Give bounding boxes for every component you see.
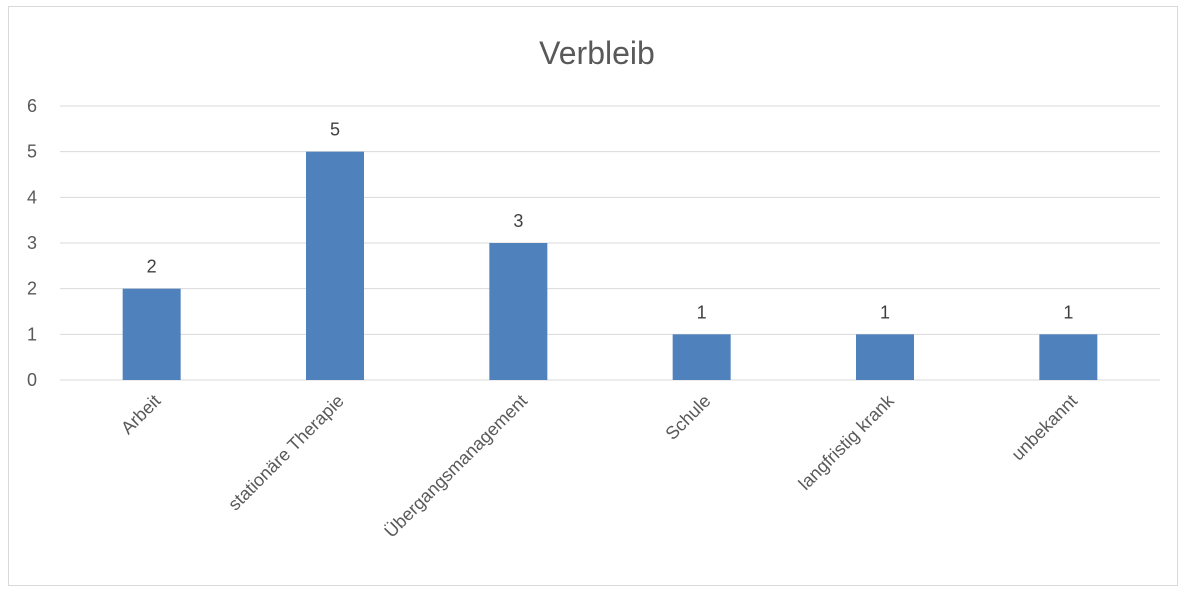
data-label: 5 — [330, 120, 340, 140]
y-tick-label: 1 — [27, 324, 37, 344]
data-label: 1 — [1063, 302, 1073, 322]
data-label: 1 — [880, 302, 890, 322]
category-label: stationäre Therapie — [224, 391, 348, 515]
chart-frame — [8, 6, 1178, 586]
data-label: 2 — [147, 257, 157, 277]
bar — [856, 334, 914, 380]
bar — [306, 151, 364, 380]
gridlines — [60, 105, 1160, 381]
category-label: Schule — [661, 391, 714, 444]
category-label: Übergangsmanagement — [380, 391, 531, 542]
bar — [1039, 334, 1098, 380]
bar — [122, 288, 181, 380]
data-label: 3 — [513, 211, 523, 231]
bar — [489, 243, 548, 380]
bar — [672, 334, 731, 380]
category-label: langfristig krank — [795, 390, 899, 494]
y-tick-label: 5 — [27, 142, 37, 162]
data-labels: 2 5 3 1 1 1 — [147, 120, 1074, 323]
x-axis-categories: Arbeit stationäre Therapie Übergangsmanage… — [117, 390, 1081, 541]
y-tick-label: 2 — [27, 279, 37, 299]
category-label: unbekannt — [1008, 391, 1082, 465]
y-axis-ticks: 0 1 2 3 4 5 6 — [27, 96, 37, 390]
y-tick-label: 4 — [27, 187, 37, 207]
chart-title: Verbleib — [539, 35, 655, 71]
y-tick-label: 6 — [27, 96, 37, 116]
y-tick-label: 3 — [27, 233, 37, 253]
data-label: 1 — [697, 302, 707, 322]
bars — [122, 151, 1098, 380]
category-label: Arbeit — [117, 391, 164, 438]
y-tick-label: 0 — [27, 370, 37, 390]
